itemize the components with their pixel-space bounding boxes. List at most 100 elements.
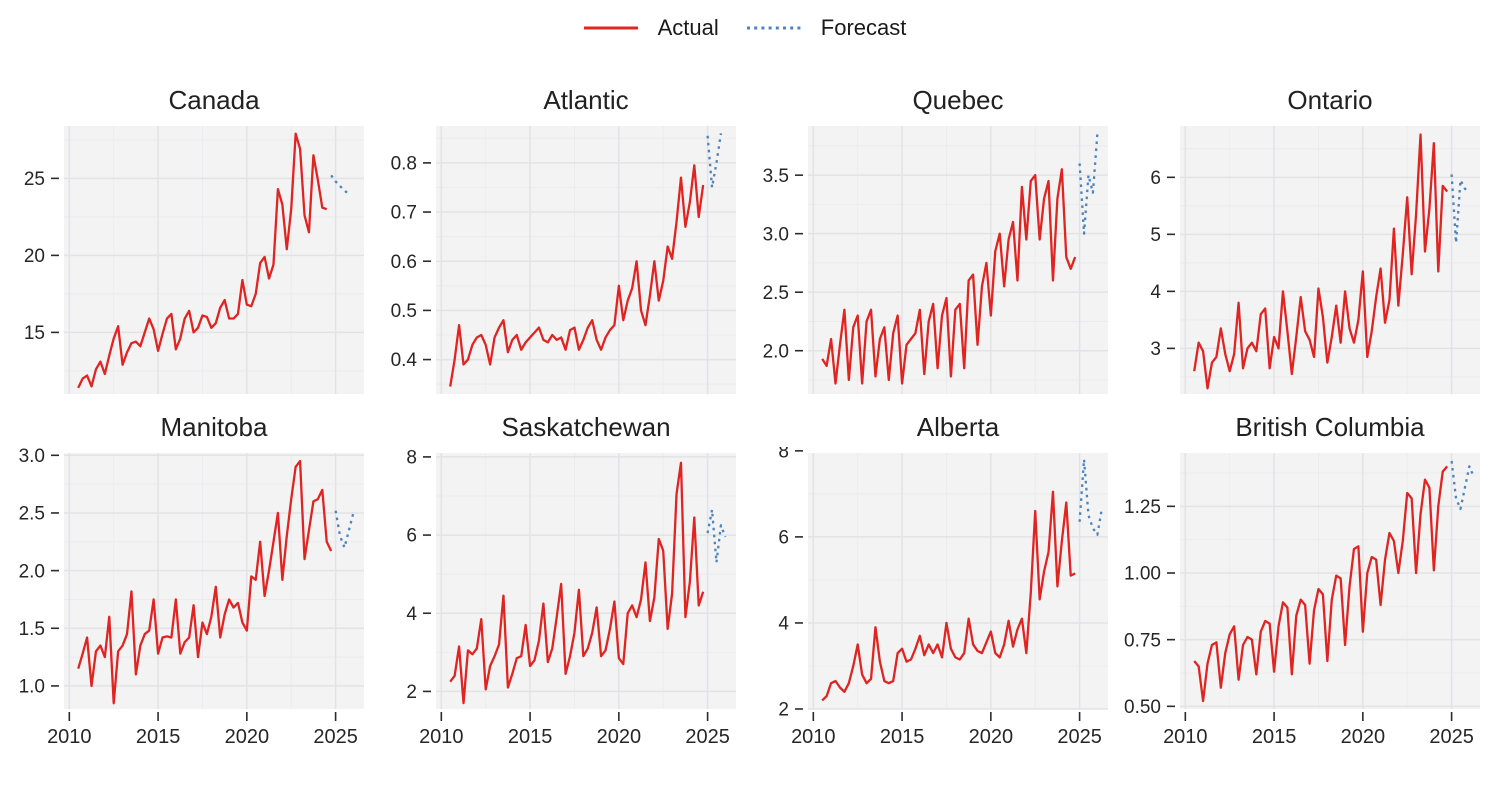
y-axis: 2 4 6 8 <box>406 448 431 703</box>
y-axis: 15 20 25 <box>24 169 59 344</box>
saskatchewan-chart: 2 4 6 8 2010 2015 2020 2025 <box>406 448 736 748</box>
y-tick-label: 2.0 <box>763 341 789 362</box>
grid-major <box>808 126 1108 394</box>
grid-minor <box>1180 453 1480 709</box>
y-tick-label: 4 <box>778 614 789 635</box>
panel-grid: Canada 15 20 25 Atlantic 0.4 0.5 0.6 0.7 0.8 Q… <box>0 82 1488 768</box>
x-tick-label: 2010 <box>791 726 836 748</box>
panel-title-ontario: Ontario <box>1287 85 1373 115</box>
x-axis: 2010 2015 2020 2025 <box>47 712 358 748</box>
actual-line <box>1193 465 1449 703</box>
x-tick-label: 2025 <box>685 726 730 748</box>
y-tick-label: 3.5 <box>763 166 789 187</box>
y-tick-label: 0.5 <box>391 301 417 322</box>
grid-major <box>436 126 736 394</box>
manitoba-chart: 1.0 1.5 2.0 2.5 3.0 2010 2015 2020 2025 <box>19 446 364 748</box>
y-tick-label: 5 <box>1150 225 1161 246</box>
forecast-figure: Actual Forecast Canada 15 20 25 Atlantic 0… <box>0 8 1488 768</box>
x-tick-label: 2025 <box>313 726 358 748</box>
actual-line <box>449 164 705 387</box>
actual-line <box>1193 133 1449 390</box>
actual-line <box>449 461 705 705</box>
y-tick-label: 4 <box>406 604 417 625</box>
legend-actual-line-icon <box>583 26 638 30</box>
y-tick-label: 2.5 <box>763 283 789 304</box>
y-tick-label: 1.00 <box>1124 564 1161 585</box>
x-tick-label: 2015 <box>880 726 925 748</box>
y-tick-label: 6 <box>1150 168 1161 189</box>
grid-major <box>808 453 1108 710</box>
panel-british-columbia: British Columbia 0.50 0.75 1.00 1.25 2010 201… <box>1116 409 1488 768</box>
actual-line <box>821 490 1076 702</box>
y-tick-label: 2.5 <box>19 504 45 525</box>
y-tick-label: 2 <box>406 682 417 703</box>
canada-chart: 15 20 25 <box>24 126 364 394</box>
x-tick-label: 2020 <box>597 726 642 748</box>
y-axis: 2 4 6 8 <box>778 441 803 721</box>
y-axis: 0.4 0.5 0.6 0.7 0.8 <box>391 154 431 371</box>
y-tick-label: 0.8 <box>391 154 417 175</box>
x-tick-label: 2020 <box>225 726 270 748</box>
y-tick-label: 2 <box>778 700 789 721</box>
x-tick-label: 2010 <box>419 726 464 748</box>
atlantic-chart: 0.4 0.5 0.6 0.7 0.8 <box>391 126 736 394</box>
panel-canada: Canada 15 20 25 <box>0 82 372 405</box>
y-tick-label: 3.0 <box>19 447 45 467</box>
y-tick-label: 20 <box>24 246 45 267</box>
x-tick-label: 2025 <box>1057 726 1102 748</box>
y-axis: 3 4 5 6 <box>1150 168 1175 360</box>
forecast-line <box>706 133 723 189</box>
grid-minor <box>1180 126 1480 394</box>
y-tick-label: 4 <box>1150 282 1161 303</box>
panel-background <box>808 126 1108 394</box>
y-tick-label: 0.50 <box>1124 697 1161 718</box>
legend: Actual Forecast <box>0 8 1488 48</box>
panel-quebec: Quebec 2.0 2.5 3.0 3.5 <box>744 82 1116 405</box>
panel-ontario: Ontario 3 4 5 6 <box>1116 82 1488 405</box>
forecast-line <box>1450 460 1475 511</box>
x-axis: 2010 2015 2020 2025 <box>791 712 1102 748</box>
y-tick-label: 1.25 <box>1124 497 1161 518</box>
panel-title-atlantic: Atlantic <box>543 85 629 115</box>
y-tick-label: 0.7 <box>391 203 417 224</box>
y-tick-label: 6 <box>778 528 789 549</box>
panel-title-manitoba: Manitoba <box>160 412 268 442</box>
y-tick-label: 0.6 <box>391 252 417 273</box>
x-tick-label: 2010 <box>47 726 92 748</box>
y-tick-label: 8 <box>406 448 417 469</box>
british-columbia-chart: 0.50 0.75 1.00 1.25 2010 2015 2020 2025 <box>1124 453 1480 748</box>
y-tick-label: 3.0 <box>763 224 789 245</box>
x-tick-label: 2010 <box>1163 726 1208 748</box>
y-tick-label: 2.0 <box>19 561 45 582</box>
x-tick-label: 2025 <box>1429 726 1474 748</box>
y-tick-label: 8 <box>778 447 789 462</box>
quebec-chart: 2.0 2.5 3.0 3.5 <box>763 126 1108 394</box>
grid-major <box>1180 453 1480 709</box>
grid-major <box>1180 126 1480 394</box>
y-axis: 2.0 2.5 3.0 3.5 <box>763 166 803 362</box>
forecast-line <box>330 174 350 195</box>
panel-background <box>436 126 736 394</box>
alberta-chart: 2 4 6 8 2010 2015 2020 2025 <box>778 441 1108 748</box>
panel-alberta: Alberta 2 4 6 8 2010 2015 2020 2025 <box>744 409 1116 768</box>
x-tick-label: 2020 <box>1341 726 1386 748</box>
y-axis: 1.0 1.5 2.0 2.5 3.0 <box>19 446 59 698</box>
y-tick-label: 0.4 <box>391 350 418 371</box>
panel-title-british-columbia: British Columbia <box>1235 412 1425 442</box>
x-axis: 2010 2015 2020 2025 <box>1163 712 1474 748</box>
y-tick-label: 0.75 <box>1124 630 1161 651</box>
grid-minor <box>436 126 736 394</box>
panel-title-alberta: Alberta <box>916 412 1000 442</box>
x-tick-label: 2015 <box>1252 726 1297 748</box>
y-tick-label: 3 <box>1150 339 1161 360</box>
panel-saskatchewan: Saskatchewan 2 4 6 8 2010 2015 2020 2025 <box>372 409 744 768</box>
x-tick-label: 2020 <box>969 726 1014 748</box>
x-tick-label: 2015 <box>508 726 553 748</box>
y-tick-label: 15 <box>24 323 45 344</box>
grid-major <box>64 453 364 709</box>
actual-line <box>821 168 1077 385</box>
y-tick-label: 1.0 <box>19 677 45 698</box>
y-tick-label: 25 <box>24 169 45 190</box>
x-tick-label: 2015 <box>136 726 181 748</box>
panel-background <box>1180 453 1480 709</box>
